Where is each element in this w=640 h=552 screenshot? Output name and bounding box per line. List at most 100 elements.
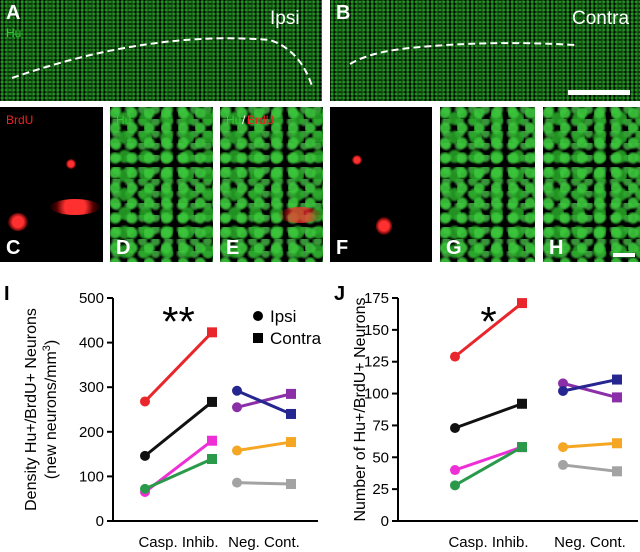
- panel-letter: C: [6, 237, 21, 259]
- stain-label: Hu: [226, 113, 242, 127]
- side-label: Contra: [572, 8, 630, 29]
- y-tick-label: 500: [79, 290, 104, 307]
- panel-a: A Hu Ipsi: [0, 0, 322, 101]
- stain-label: Hu: [6, 26, 22, 40]
- label-part: (new neurons/mm: [43, 351, 60, 479]
- contra-point: [612, 438, 622, 449]
- ipsi-point: [140, 450, 150, 461]
- significance: **: [162, 298, 195, 345]
- x-tick-label: Casp. Inhib.: [448, 534, 528, 551]
- contra-point: [517, 442, 527, 453]
- superscript: 3: [41, 345, 53, 351]
- animal-line: [144, 457, 213, 491]
- legend-marker: [253, 333, 263, 343]
- y-tick-label: 75: [372, 417, 389, 434]
- contra-point: [286, 388, 296, 399]
- contra-point: [612, 374, 622, 385]
- y-axis-label-line: Density Hu+/BrdU+ Neurons: [23, 308, 40, 511]
- panel-b: B Contra: [330, 0, 640, 101]
- contra-point: [517, 398, 527, 409]
- contra-point: [612, 392, 622, 403]
- y-tick-label: 150: [364, 322, 389, 339]
- panel-h: H: [543, 107, 640, 262]
- animal-line: [236, 392, 292, 409]
- animal-line: [562, 381, 618, 399]
- contra-point: [612, 466, 622, 477]
- panel-letter: A: [6, 2, 21, 24]
- stain-separator: /: [242, 113, 246, 127]
- panel-f: F: [330, 107, 432, 262]
- contra-point: [207, 327, 217, 338]
- panel-letter: G: [446, 237, 462, 259]
- panel-letter: D: [116, 237, 131, 259]
- panel-c: C BrdU: [0, 107, 103, 262]
- contra-point: [207, 435, 217, 446]
- contra-point: [286, 408, 296, 419]
- ipsi-point: [232, 402, 242, 413]
- y-tick-label: 100: [364, 386, 389, 403]
- stain-label: BrdU: [6, 113, 34, 127]
- significance: *: [480, 298, 496, 345]
- contra-point: [517, 442, 527, 453]
- y-axis-label-line: Number of Hu+/BrdU+ Neurons: [352, 297, 369, 521]
- y-tick-label: 200: [79, 424, 104, 441]
- panel-letter: J: [334, 283, 345, 305]
- ipsi-point: [232, 445, 242, 456]
- y-tick-label: 175: [364, 290, 389, 307]
- ipsi-point: [450, 422, 460, 433]
- ipsi-point: [558, 459, 568, 470]
- y-axis-label-line: (new neurons/mm3): [41, 340, 60, 480]
- y-tick-label: 25: [372, 481, 389, 498]
- ipsi-point: [450, 465, 460, 476]
- legend-marker: [253, 311, 263, 321]
- legend-label: Contra: [270, 329, 322, 348]
- animal-line: [236, 389, 292, 416]
- animal-line: [143, 331, 214, 403]
- panel-letter: B: [336, 2, 351, 24]
- ipsi-point: [558, 378, 568, 389]
- ipsi-point: [232, 477, 242, 488]
- side-label: Ipsi: [270, 8, 300, 29]
- panel-letter: I: [4, 283, 10, 305]
- stain-label: Hu: [116, 113, 132, 127]
- y-tick-label: 125: [364, 354, 389, 371]
- x-tick-label: Neg. Cont.: [554, 534, 626, 551]
- animal-line: [562, 378, 618, 393]
- y-tick-label: 300: [79, 379, 104, 396]
- y-tick-label: 50: [372, 449, 389, 466]
- ipsi-point: [450, 480, 460, 491]
- y-tick-label: 100: [79, 468, 104, 485]
- ipsi-point: [450, 351, 460, 362]
- ipsi-point: [232, 385, 242, 396]
- panel-e: E Hu / BrdU: [220, 107, 323, 262]
- ipsi-point: [558, 442, 568, 453]
- animal-line: [454, 402, 523, 430]
- animal-line: [454, 445, 523, 487]
- animal-line: [454, 301, 523, 358]
- animal-line: [144, 439, 213, 494]
- ipsi-point: [140, 396, 150, 407]
- y-tick-label: 0: [381, 513, 389, 530]
- panel-g: G: [440, 107, 535, 262]
- contra-point: [207, 396, 217, 407]
- animal-line: [144, 400, 213, 458]
- panel-letter: H: [549, 237, 564, 259]
- animal-line: [236, 481, 292, 486]
- x-tick-label: Casp. Inhib.: [138, 534, 218, 551]
- ipsi-point: [140, 483, 150, 494]
- animal-line: [454, 445, 523, 472]
- legend-label: Ipsi: [270, 307, 296, 326]
- y-axis-label: Density Hu+/BrdU+ Neurons (new neurons/mm…: [23, 308, 60, 511]
- contra-point: [286, 478, 296, 489]
- stain-label: BrdU: [247, 113, 275, 127]
- animal-line: [236, 440, 292, 453]
- label-part: ): [43, 340, 60, 345]
- x-tick-label: Neg. Cont.: [228, 534, 300, 551]
- y-axis-label: Number of Hu+/BrdU+ Neurons: [352, 297, 369, 521]
- panel-d: D Hu: [110, 107, 213, 262]
- contra-point: [286, 437, 296, 448]
- animal-line: [562, 463, 618, 473]
- contra-point: [517, 298, 527, 309]
- panel-letter: E: [226, 237, 240, 259]
